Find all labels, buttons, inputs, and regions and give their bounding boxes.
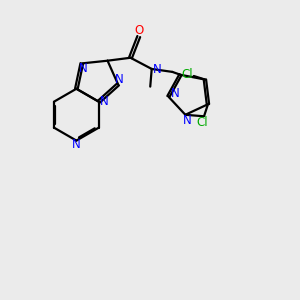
Text: O: O [135,24,144,37]
Text: N: N [79,62,88,75]
Text: N: N [182,114,191,127]
Text: N: N [72,138,81,151]
Text: N: N [115,73,124,85]
Text: Cl: Cl [196,116,208,129]
Text: N: N [170,86,179,100]
Text: Cl: Cl [182,68,193,81]
Text: N: N [100,95,109,108]
Text: N: N [153,63,161,76]
